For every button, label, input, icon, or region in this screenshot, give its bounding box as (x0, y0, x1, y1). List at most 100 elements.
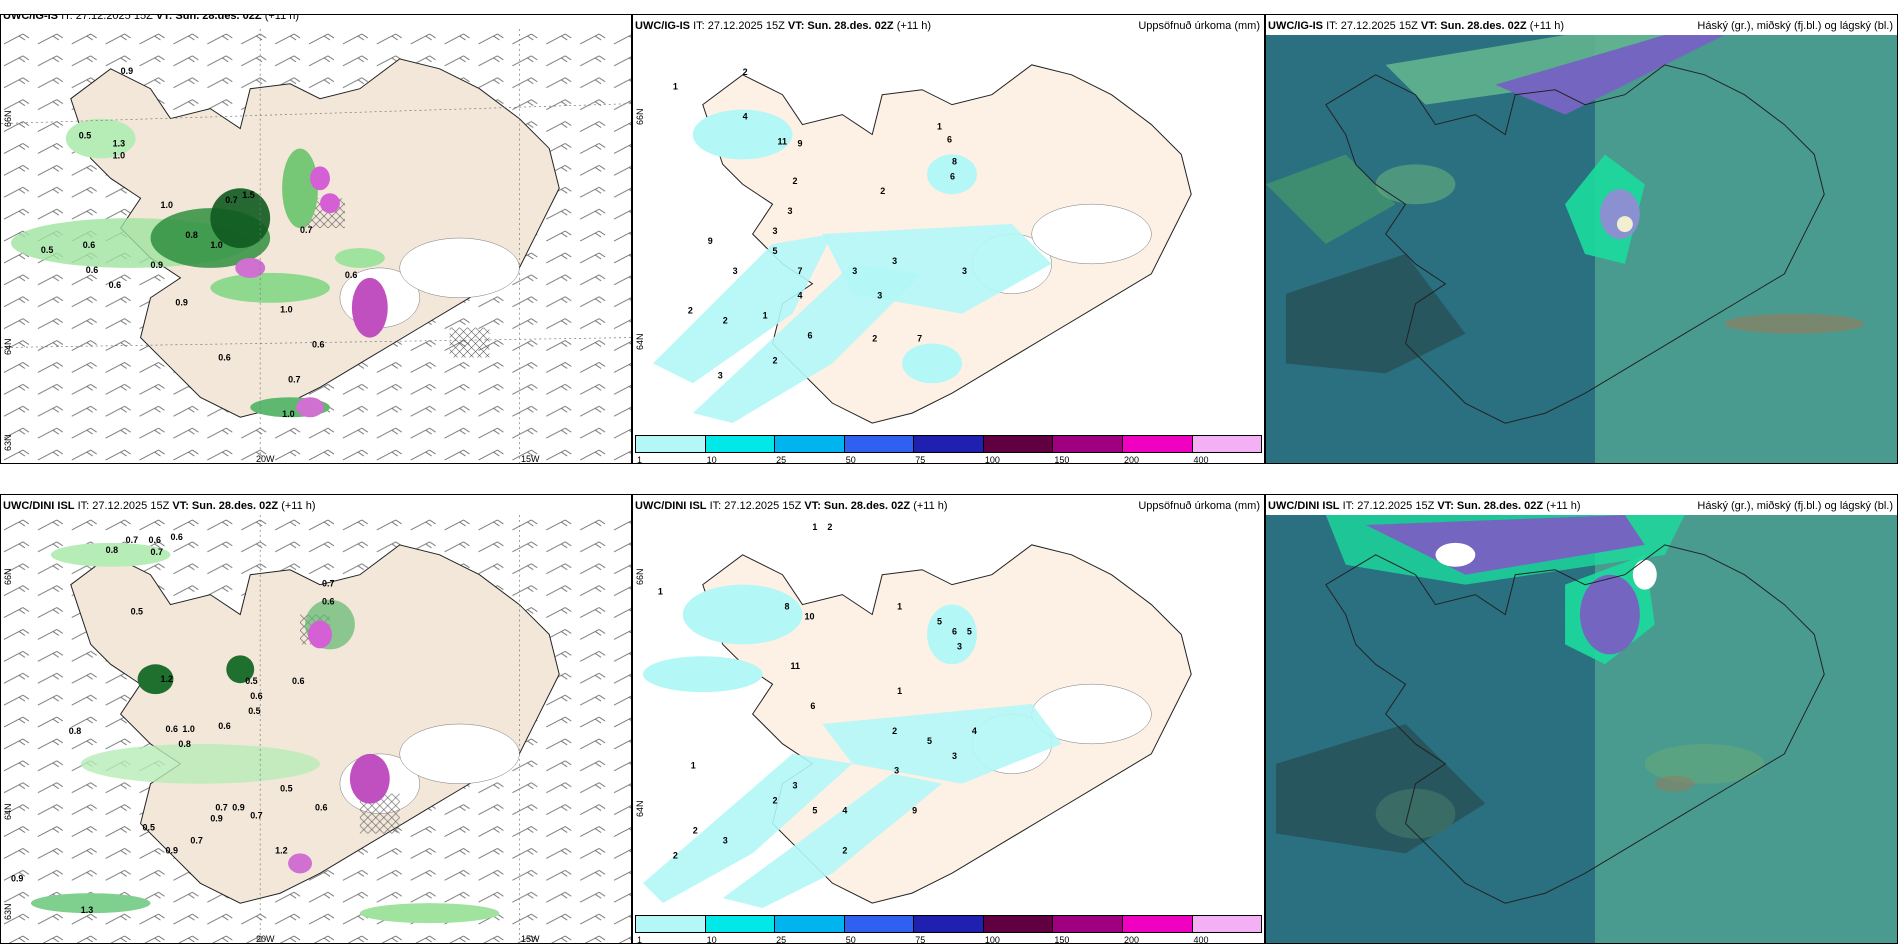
model-name: UWC/IG-IS (635, 20, 690, 32)
map-value: 1 (763, 311, 768, 321)
init-time: IT: 27.12.2025 15Z (1342, 500, 1435, 512)
colorbar-segment: 200 (1122, 915, 1193, 943)
field-title: Háský (gr.), miðský (fj.bl.) og lágský (… (1697, 20, 1893, 32)
map-value: 1.5 (242, 190, 254, 200)
colorbar-segment: 25 (775, 435, 845, 463)
map-value: 6 (950, 171, 955, 181)
map-value: 2 (880, 186, 885, 196)
map-value: 0.6 (218, 721, 230, 731)
map-value: 0.8 (106, 545, 118, 555)
colorbar-tick: 10 (706, 455, 717, 464)
precip-map-svg: 1 2 4 11 9 2 1 6 8 6 2 3 3 9 3 5 7 3 3 4 (652, 64, 1192, 424)
valid-time: VT: Sun. 28.des. 02Z (787, 20, 894, 32)
colorbar-segment: 50 (844, 435, 915, 463)
colorbar-segment: 100 (983, 915, 1054, 943)
map-value: 0.6 (165, 724, 177, 734)
colorbar-segment: 100 (983, 435, 1054, 463)
map-value: 2 (773, 796, 778, 806)
colorbar-tick: 1 (637, 455, 643, 464)
map-value: 1 (897, 602, 902, 612)
panel-top-left-wind: UWC/IG-IS IT: 27.12.2025 15Z VT: Sun. 28… (0, 14, 632, 464)
lat-label-66n: 66N (3, 110, 13, 127)
colorbar-tick: 50 (845, 935, 856, 944)
wind-map-svg: 0.9 0.5 1.3 1.0 1.0 0.7 0.8 1.0 0.5 0.6 … (1, 29, 631, 463)
map-value: 1.3 (81, 905, 93, 915)
colorbar-tick: 1 (637, 935, 643, 944)
map-value: 0.9 (11, 873, 23, 883)
lat-label-66n: 66N (635, 568, 645, 585)
map-value: 1 (691, 761, 696, 771)
lead-time: (+11 h) (913, 500, 948, 512)
lat-label-64n: 64N (3, 803, 13, 820)
lon-label-15w: 15W (521, 454, 540, 464)
map-value: 7 (917, 333, 922, 343)
map-value: 0.7 (322, 579, 334, 589)
cloud-map-svg (1266, 35, 1897, 463)
panel-top-mid-precip: UWC/IG-IS IT: 27.12.2025 15Z VT: Sun. 28… (632, 14, 1265, 464)
map-value: 5 (927, 736, 932, 746)
map-value: 3 (788, 206, 793, 216)
map-value: 2 (688, 306, 693, 316)
panel-top-right-clouds: UWC/IG-IS IT: 27.12.2025 15Z VT: Sun. 28… (1265, 14, 1898, 464)
panel-header: UWC/IG-IS IT: 27.12.2025 15Z VT: Sun. 28… (1268, 19, 1893, 33)
map-value: 3 (962, 266, 967, 276)
map-value: 0.6 (322, 597, 334, 607)
map-value: 5 (937, 616, 942, 626)
init-time: IT: 27.12.2025 15Z (693, 20, 785, 32)
map-value: 2 (827, 522, 832, 532)
map-value: 0.7 (215, 803, 227, 813)
map-value: 0.9 (210, 814, 222, 824)
precip-colorbar: 1 10 25 50 75 100 150 200 400 (635, 435, 1263, 463)
map-value: 2 (773, 355, 778, 365)
map-value: 1.0 (280, 305, 292, 315)
map-value: 1 (658, 587, 663, 597)
map-value: 2 (892, 726, 897, 736)
map-value: 6 (810, 701, 815, 711)
colorbar-tick: 25 (776, 935, 787, 944)
precip-value-labels: 1 2 4 11 9 2 1 6 8 6 2 3 3 9 3 5 7 3 3 4 (673, 67, 967, 380)
map-value: 1.2 (160, 674, 172, 684)
panel-header: UWC/DINI ISL IT: 27.12.2025 15Z VT: Sun.… (1268, 499, 1893, 513)
map-value: 1 (812, 522, 817, 532)
model-name: UWC/DINI ISL (635, 500, 707, 512)
panel-header: UWC/DINI ISL IT: 27.12.2025 15Z VT: Sun.… (635, 499, 1260, 513)
colorbar-segment: 75 (914, 915, 984, 943)
colorbar-tick: 75 (915, 455, 926, 464)
map-value: 2 (723, 316, 728, 326)
map-value: 0.6 (86, 265, 98, 275)
map-area: 0.7 0.6 0.6 0.8 0.7 0.5 1.2 0.7 0.6 0.5 … (1, 515, 631, 943)
colorbar-tick: 400 (1193, 455, 1209, 464)
map-value: 3 (733, 266, 738, 276)
lat-label-66n: 66N (635, 108, 645, 125)
map-value: 1.2 (275, 845, 287, 855)
colorbar-tick: 100 (984, 455, 1000, 464)
precip-colorbar: 1 10 25 50 75 100 150 200 400 (635, 915, 1263, 943)
map-area: 1 2 4 11 9 2 1 6 8 6 2 3 3 9 3 5 7 3 3 4 (633, 35, 1264, 433)
map-value: 2 (743, 67, 748, 77)
map-value: 3 (894, 766, 899, 776)
colorbar-segment: 50 (844, 915, 915, 943)
map-value: 0.9 (175, 298, 187, 308)
map-value: 5 (812, 806, 817, 816)
map-value: 1.0 (160, 200, 172, 210)
map-value: 0.7 (300, 225, 312, 235)
map-value: 1 (897, 686, 902, 696)
map-value: 1 (937, 122, 942, 132)
map-value: 0.9 (165, 845, 177, 855)
field-title: Háský (gr.), miðský (fj.bl.) og lágský (… (1697, 500, 1893, 512)
map-value: 1.0 (182, 724, 194, 734)
precip-value-labels: 1 2 1 8 10 11 1 5 6 5 3 1 6 2 4 5 3 3 2 … (658, 522, 977, 860)
map-value: 0.5 (79, 131, 91, 141)
map-value: 6 (807, 330, 812, 340)
map-value: 0.9 (151, 260, 163, 270)
panel-header: UWC/DINI ISL IT: 27.12.2025 15Z VT: Sun.… (3, 499, 627, 513)
map-value: 0.8 (178, 739, 190, 749)
map-value: 0.7 (225, 195, 237, 205)
colorbar-segment: 1 (635, 435, 706, 463)
map-value: 0.6 (109, 280, 121, 290)
map-area (1266, 35, 1897, 463)
colorbar-tick: 200 (1123, 935, 1139, 944)
map-value: 0.6 (250, 691, 262, 701)
cloud-map-svg (1266, 515, 1897, 943)
map-value: 2 (792, 176, 797, 186)
